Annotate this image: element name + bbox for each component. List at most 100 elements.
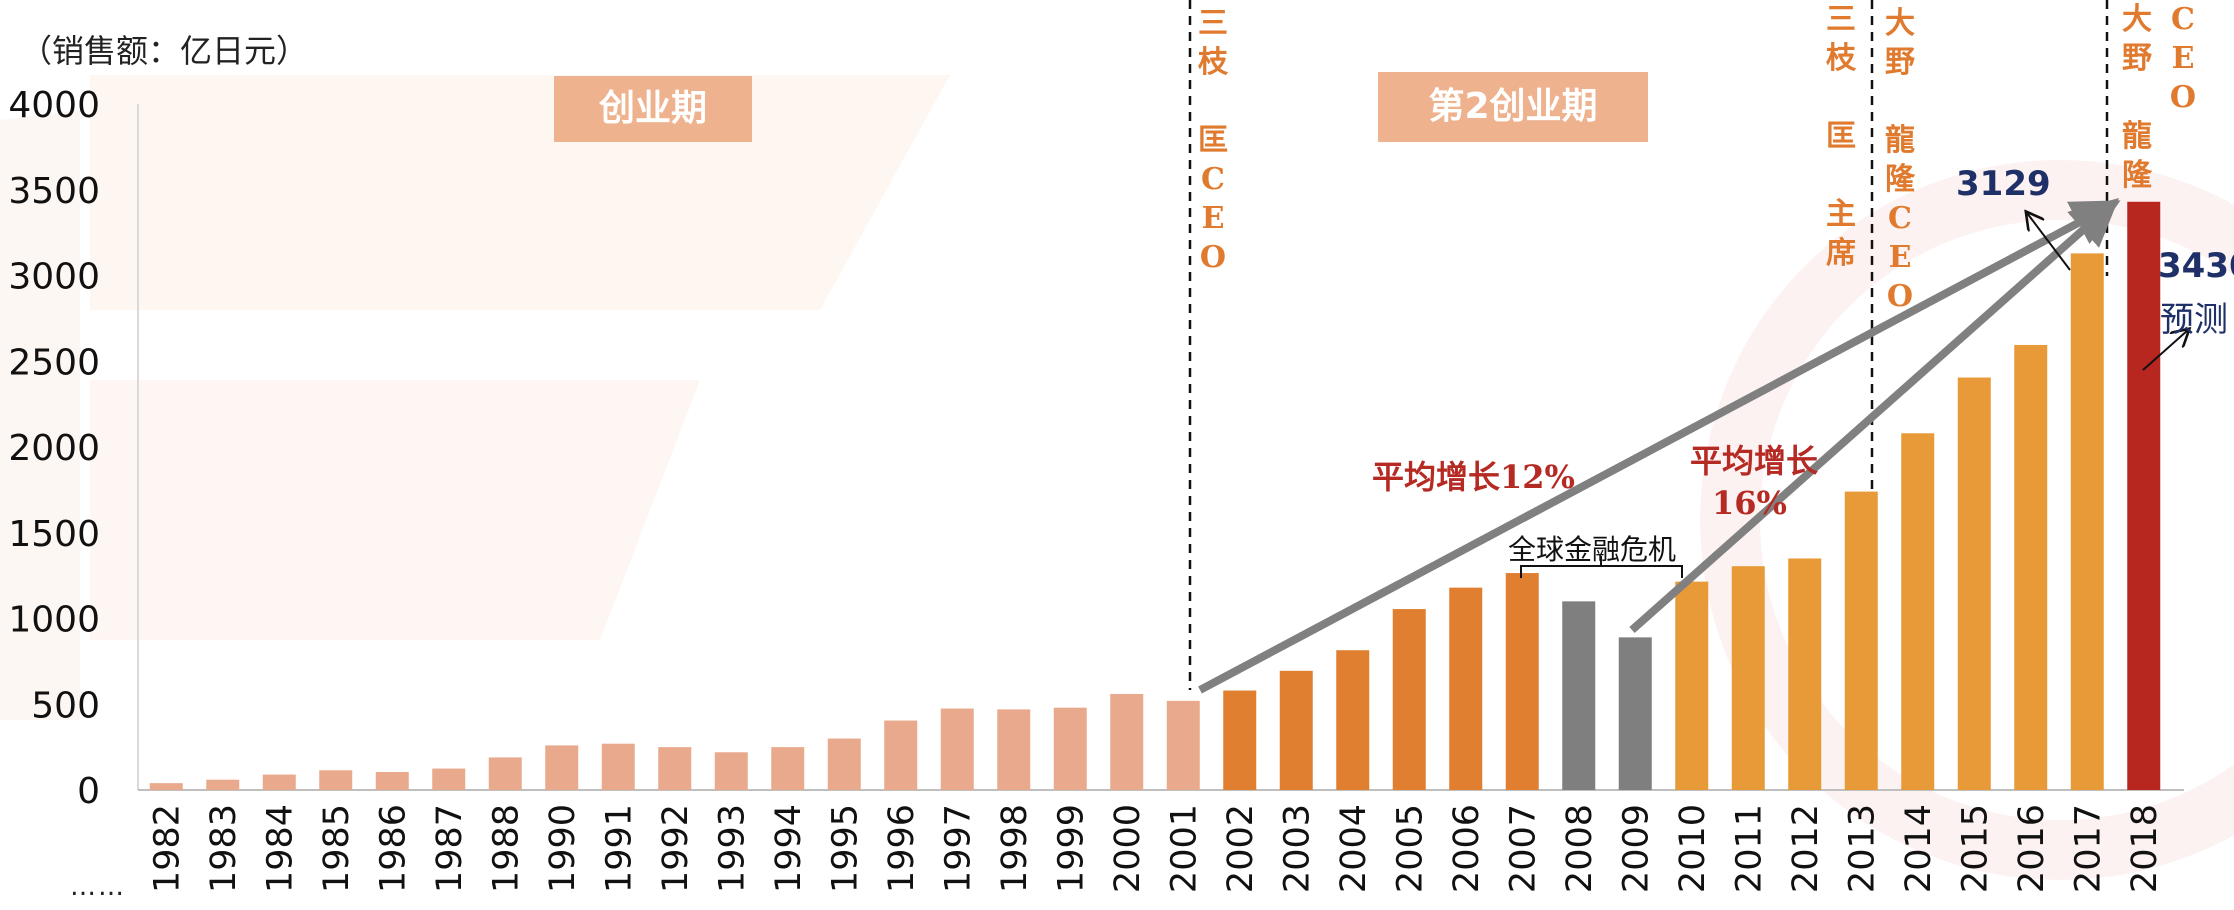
growth-arrow-12 bbox=[1198, 200, 2121, 694]
ceo-label-char: 野 bbox=[2122, 41, 2152, 76]
y-tick-label: 0 bbox=[77, 771, 100, 812]
ceo-label-char: C bbox=[1888, 201, 1912, 236]
bar-2000 bbox=[1110, 693, 1144, 790]
bar-1986 bbox=[375, 771, 409, 790]
ceo-label-char: O bbox=[2169, 80, 2197, 115]
x-tick-label: 2000 bbox=[1108, 804, 1148, 893]
x-tick-label: 2012 bbox=[1786, 804, 1826, 893]
bar-2001 bbox=[1166, 700, 1200, 790]
bar-2007 bbox=[1505, 573, 1539, 790]
x-tick-label: 2002 bbox=[1221, 804, 1261, 893]
ceo-label-char: E bbox=[1888, 240, 1912, 275]
bar-2011 bbox=[1731, 566, 1765, 790]
ceo-label-char: 主 bbox=[1826, 197, 1856, 232]
bar-1995 bbox=[827, 738, 861, 790]
bar-1983 bbox=[206, 779, 240, 790]
x-tick-label: 1985 bbox=[317, 804, 357, 893]
y-tick-label: 3500 bbox=[8, 171, 100, 212]
x-tick-label: 2011 bbox=[1729, 804, 1769, 893]
y-tick-label: 3000 bbox=[8, 257, 100, 298]
x-tick-label: 2006 bbox=[1447, 804, 1487, 893]
x-tick-label: 1997 bbox=[938, 804, 978, 893]
value-pointer-2018 bbox=[2142, 330, 2188, 371]
bar-1999 bbox=[1053, 707, 1087, 790]
x-tick-label: 1998 bbox=[995, 804, 1035, 893]
ceo-label-char: 大 bbox=[2122, 2, 2152, 37]
bar-2006 bbox=[1449, 587, 1483, 790]
x-tick-label: 1994 bbox=[769, 804, 809, 893]
bar-2012 bbox=[1788, 558, 1822, 790]
x-tick-label: 1999 bbox=[1051, 804, 1091, 893]
y-tick-label: 4000 bbox=[8, 85, 100, 126]
x-tick-label: 2013 bbox=[1842, 804, 1882, 893]
watermark-shape bbox=[90, 75, 950, 310]
value-label-2017: 3129 bbox=[1956, 164, 2051, 204]
bar-1991 bbox=[601, 743, 635, 790]
financial-crisis-label: 全球金融危机 bbox=[1508, 533, 1677, 566]
bar-1988 bbox=[488, 757, 522, 790]
ceo-label-ono-2018: 大野 龍隆 bbox=[2117, 0, 2157, 195]
tick-labels: 0 500 1000 1500 2000 2500 3000 3500 4000 1982 1983… bbox=[8, 85, 2164, 893]
ceo-label-char: E bbox=[1201, 201, 1225, 236]
bar-1997 bbox=[940, 708, 974, 790]
bar-1984 bbox=[262, 774, 296, 790]
x-tick-label: 2016 bbox=[2012, 804, 2052, 893]
ellipsis-mark: …… bbox=[70, 872, 126, 902]
bar-2016 bbox=[2014, 344, 2048, 790]
growth-16-label-line1: 平均增长 bbox=[1690, 442, 1819, 480]
y-tick-label: 500 bbox=[31, 685, 100, 726]
ceo-label-char: 龍 bbox=[1885, 123, 1915, 158]
bar-2013 bbox=[1844, 491, 1878, 790]
bar-2008 bbox=[1562, 601, 1596, 790]
x-tick-label: 1982 bbox=[147, 804, 187, 893]
unit-label: （销售额：亿日元） bbox=[20, 32, 309, 70]
x-tick-label: 2015 bbox=[1955, 804, 1995, 893]
x-tick-label: 1986 bbox=[373, 804, 413, 893]
watermark-shape bbox=[90, 380, 700, 640]
ceo-label-char: 三 bbox=[1198, 6, 1228, 41]
ceo-label-char bbox=[1193, 82, 1233, 121]
ceo-label-mieda-chairman: 三枝 匡 主席 bbox=[1821, 0, 1861, 273]
x-tick-label: 1984 bbox=[260, 804, 300, 893]
phase-label-second-startup: 第2创业期 bbox=[1378, 72, 1648, 142]
bar-1990 bbox=[545, 745, 579, 790]
ceo-label-char: 枝 bbox=[1826, 41, 1856, 76]
growth-12-label: 平均增长12% bbox=[1372, 458, 1575, 496]
x-tick-label: 2009 bbox=[1616, 804, 1656, 893]
ceo-label-char: 龍 bbox=[2122, 119, 2152, 154]
x-tick-label: 1992 bbox=[656, 804, 696, 893]
y-tick-label: 2000 bbox=[8, 428, 100, 469]
x-tick-label: 2018 bbox=[2125, 804, 2165, 893]
x-tick-label: 2003 bbox=[1277, 804, 1317, 893]
ceo-label-char: E bbox=[2171, 41, 2195, 76]
ceo-label-char: 席 bbox=[1826, 236, 1856, 271]
value-pointer-2017 bbox=[2027, 213, 2071, 271]
value-label-2018: 3430 bbox=[2158, 246, 2234, 286]
ceo-label-char bbox=[2117, 78, 2157, 117]
x-tick-label: 1991 bbox=[599, 804, 639, 893]
bar-1996 bbox=[884, 720, 918, 790]
x-tick-label: 2017 bbox=[2068, 804, 2108, 893]
x-tick-label: 2004 bbox=[1334, 804, 1374, 893]
ceo-label-char: C bbox=[2171, 2, 2195, 37]
bar-1994 bbox=[771, 747, 805, 790]
bar-2004 bbox=[1336, 650, 1370, 790]
bar-2002 bbox=[1223, 690, 1257, 790]
bars bbox=[149, 201, 2161, 791]
bar-1982 bbox=[149, 783, 183, 790]
ceo-label-char bbox=[1880, 82, 1920, 121]
growth-16-label-line2: 16% bbox=[1712, 484, 1787, 522]
bar-1993 bbox=[714, 752, 748, 790]
bar-2015 bbox=[1957, 377, 1991, 790]
ceo-label-char: 匡 bbox=[1826, 119, 1856, 154]
growth-arrow-16 bbox=[1629, 198, 2119, 633]
x-tick-label: 2014 bbox=[1899, 804, 1939, 893]
bar-2017 bbox=[2070, 253, 2104, 791]
bar-1992 bbox=[658, 747, 692, 790]
watermark-ring bbox=[1700, 160, 2234, 880]
x-tick-label: 2001 bbox=[1164, 804, 1204, 893]
y-tick-label: 2500 bbox=[8, 342, 100, 383]
x-tick-label: 1983 bbox=[204, 804, 244, 893]
